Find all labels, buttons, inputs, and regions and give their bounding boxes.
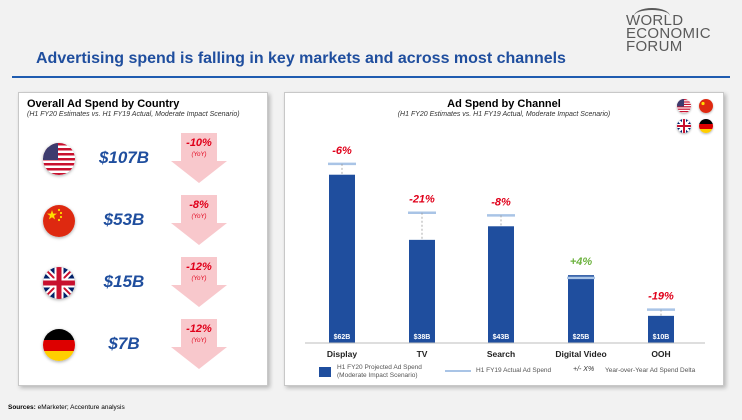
country-row-usa: $107B -10% (YoY) [19, 133, 269, 183]
legend-delta-label: Year-over-Year Ad Spend Delta [605, 367, 696, 374]
country-panel: Overall Ad Spend by Country (H1 FY20 Est… [18, 92, 268, 386]
germany-flag-icon [43, 329, 75, 361]
bar-value-label: $43B [493, 334, 510, 341]
legend-delta-symbol: +/- X% [573, 366, 595, 373]
country-amount: $7B [108, 334, 140, 353]
bar-digital-video [568, 275, 594, 343]
usa-flag-icon [677, 99, 691, 113]
delta-label: -8% [491, 196, 511, 208]
country-change: -8% [189, 199, 209, 211]
china-flag-icon [699, 99, 713, 113]
down-arrow-icon: -8% (YoY) [169, 195, 229, 247]
down-arrow-icon: -12% (YoY) [169, 319, 229, 371]
logo-line-2: ECONOMIC [626, 25, 711, 42]
country-row-china: $53B -8% (YoY) [19, 195, 269, 245]
country-panel-title: Overall Ad Spend by Country [27, 98, 180, 110]
sources-label: Sources: [8, 404, 36, 411]
country-row-uk: $15B -12% (YoY) [19, 257, 269, 307]
category-label: Search [487, 349, 515, 359]
bar-search [488, 226, 514, 343]
bar-tv [409, 239, 435, 343]
legend-actual-label: H1 FY19 Actual Ad Spend [476, 367, 552, 374]
bar-ooh [648, 315, 674, 343]
title-divider [12, 76, 730, 78]
chart-title: Ad Spend by Channel [447, 98, 561, 110]
down-arrow-icon: -12% (YoY) [169, 257, 229, 309]
legend-bar-swatch [319, 367, 331, 377]
country-amount: $53B [103, 210, 145, 229]
chart-subtitle: (H1 FY20 Estimates vs. H1 FY19 Actual, M… [397, 111, 611, 118]
delta-label: -19% [648, 291, 674, 303]
country-change: -10% [186, 137, 212, 149]
uk-flag-icon [43, 267, 75, 299]
delta-label: +4% [570, 256, 593, 268]
country-amount: $107B [98, 148, 150, 167]
logo-line-3: FORUM [626, 38, 683, 55]
bar-value-label: $10B [653, 334, 670, 341]
sources-text: eMarketer; Accenture analysis [37, 404, 125, 411]
bar-value-label: $38B [414, 334, 431, 341]
country-row-germany: $7B -12% (YoY) [19, 319, 269, 369]
bar-display [329, 174, 355, 343]
down-arrow-icon: -10% (YoY) [169, 133, 229, 185]
bar-value-label: $62B [334, 334, 351, 341]
delta-label: -6% [332, 145, 352, 157]
category-label: Digital Video [555, 349, 606, 359]
category-label: TV [417, 349, 428, 359]
page-title: Advertising spend is falling in key mark… [36, 50, 566, 67]
delta-label: -21% [409, 194, 435, 206]
yoy-label: (YoY) [191, 338, 207, 344]
country-panel-subtitle: (H1 FY20 Estimates vs. H1 FY19 Actual, M… [27, 111, 240, 118]
germany-flag-icon [699, 119, 713, 133]
sources-note: Sources: eMarketer; Accenture analysis [8, 404, 125, 411]
yoy-label: (YoY) [191, 152, 207, 158]
wef-logo: WORLD ECONOMIC FORUM [626, 8, 711, 55]
bar-value-label: $25B [573, 334, 590, 341]
country-change: -12% [186, 261, 212, 273]
legend-line-swatch [445, 370, 471, 372]
yoy-label: (YoY) [191, 214, 207, 220]
china-flag-icon [43, 205, 75, 237]
country-amount: $15B [103, 272, 145, 291]
yoy-label: (YoY) [191, 276, 207, 282]
logo-arc-icon [634, 8, 670, 24]
ad-spend-by-channel-chart: $62B -6% Display $38B -21% TV $43B -8% Search $25… [305, 145, 705, 359]
usa-flag-icon [43, 143, 75, 175]
channel-panel: Ad Spend by Channel (H1 FY20 Estimates v… [284, 92, 724, 386]
category-label: Display [327, 349, 358, 359]
category-label: OOH [651, 349, 670, 359]
country-change: -12% [186, 323, 212, 335]
legend-projected-label: H1 FY20 Projected Ad Spend (Moderate Imp… [337, 364, 422, 379]
